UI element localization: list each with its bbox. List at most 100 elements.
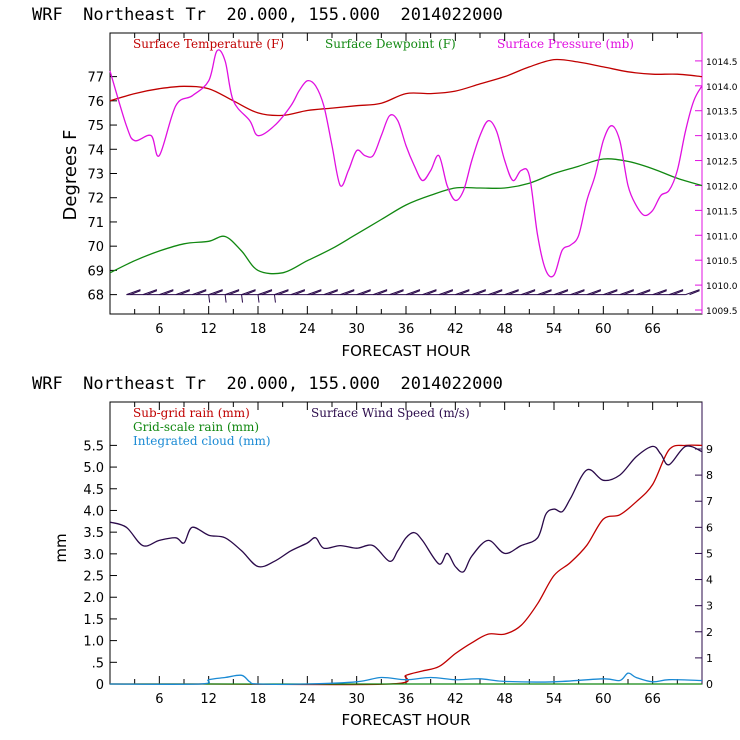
wind-barb-flag [142, 289, 158, 296]
chart2-ytick-label: 4.0 [83, 504, 104, 519]
wind-barb-flag [492, 290, 503, 296]
chart2-y2tick-label: 6 [706, 521, 713, 534]
wind-barb-flag [603, 289, 618, 296]
wind-barb [290, 289, 306, 296]
wind-barb-flag [574, 290, 585, 296]
wind-barb [356, 289, 371, 296]
wind-barb-flag [245, 290, 256, 296]
wind-barb [685, 289, 700, 296]
legend-surface-dewpoint: Surface Dewpoint (F) [325, 37, 456, 51]
wind-barb-flag [163, 290, 174, 296]
wind-barb [455, 289, 470, 296]
chart2-ytick-label: 1.5 [83, 613, 104, 628]
wind-barb [520, 289, 536, 296]
wind-barb-flag [257, 289, 273, 296]
wind-barb-flag [290, 289, 306, 296]
wind-barb-flag [327, 290, 338, 296]
legend-surface-wind-speed: Surface Wind Speed (m/s) [311, 406, 470, 420]
chart2-ytick-label: 4.5 [83, 483, 104, 498]
wind-barb-flag [175, 289, 190, 296]
legend-integrated-cloud: Integrated cloud (mm) [133, 434, 271, 448]
chart2-xtick-label: 36 [398, 692, 415, 707]
wind-barb-flag [192, 289, 207, 296]
wind-barb-flag [159, 289, 174, 296]
wind-barb-flag [356, 289, 371, 296]
chart1-xtick-label: 48 [496, 322, 513, 337]
chart1-ytick-label: 68 [87, 289, 104, 304]
wind-barb-flag [422, 289, 437, 296]
chart2-y2tick-label: 2 [706, 626, 713, 639]
wind-barb-flag [311, 290, 322, 296]
chart1-ytick-label: 73 [87, 168, 104, 183]
wind-barb [603, 289, 618, 296]
wind-barb-staff [208, 294, 211, 303]
wind-barb [208, 289, 223, 303]
chart1-ytick-label: 72 [87, 192, 104, 207]
wind-barb-flag [224, 289, 240, 296]
chart1-ytick-label: 76 [87, 95, 104, 110]
wind-barb-staff [257, 294, 260, 303]
chart1-ytick-label: 70 [87, 240, 104, 255]
wind-barb [553, 289, 569, 296]
chart2-xtick-label: 24 [299, 692, 316, 707]
wind-barb [192, 289, 207, 296]
chart1-xtick-label: 12 [200, 322, 217, 337]
chart2-xtick-label: 60 [595, 692, 612, 707]
wind-barb-flag [228, 290, 240, 296]
wind-barb-flag [389, 289, 404, 296]
legend-surface-temperature: Surface Temperature (F) [133, 37, 284, 51]
wind-barb [175, 289, 190, 296]
wind-barb-flag [146, 290, 158, 296]
chart2-ytick-label: 3.0 [83, 548, 104, 563]
chart1-ytick-label: 77 [87, 71, 104, 86]
chart2-xtick-label: 6 [155, 692, 163, 707]
chart2-series-sub-grid-rain-mm [109, 444, 703, 686]
chart1-xtick-label: 18 [250, 322, 267, 337]
wind-barb-flag [405, 289, 421, 296]
chart2-ytick-label: 3.5 [83, 526, 104, 541]
wind-barb-flag [640, 290, 651, 296]
chart2-xtick-label: 66 [644, 692, 661, 707]
wind-barb [273, 289, 289, 303]
chart2-ytick-label: 2.0 [83, 591, 104, 606]
wind-barb [652, 289, 667, 296]
wind-barb [570, 289, 585, 296]
wind-barb-flag [619, 289, 634, 296]
wind-barb-flag [586, 289, 602, 296]
legend-subgrid-rain: Sub-grid rain (mm) [133, 406, 250, 420]
wind-barb-flag [179, 290, 190, 296]
wind-barb-flag [537, 289, 552, 296]
legend-surface-pressure: Surface Pressure (mb) [497, 37, 634, 51]
chart2-xlabel: FORECAST HOUR [341, 711, 470, 729]
chart2-ytick-label: 0 [96, 678, 104, 693]
wind-barb-flag [459, 290, 470, 296]
chart1-series-surface-dewpoint-f [109, 158, 703, 275]
chart2-y2tick-label: 3 [706, 600, 713, 613]
wind-barb-flag [126, 289, 141, 296]
chart1-series-surface-temperature-f [109, 58, 703, 117]
chart1-y2tick-label: 1014.5 [706, 58, 738, 68]
wind-barb [586, 289, 602, 296]
wind-barb-flag [689, 290, 700, 296]
chart1-xtick-label: 54 [546, 322, 563, 337]
wind-barb-flag [685, 289, 700, 296]
wind-barb-flag [557, 290, 569, 296]
chart1-frame [109, 32, 703, 315]
chart1-y2tick-label: 1013.5 [706, 108, 738, 118]
chart2-y2tick-label: 7 [706, 495, 713, 508]
wind-barb [159, 289, 174, 296]
wind-barb-flag [307, 289, 322, 296]
wind-barb [142, 289, 158, 296]
wind-barb-flag [656, 290, 667, 296]
wind-barb-staff [241, 294, 244, 303]
chart2-y2tick-label: 4 [706, 574, 713, 587]
chart2-series-surface-wind-speed-m-s [109, 445, 703, 573]
wind-barb-flag [590, 290, 602, 296]
wind-barb-flag [393, 290, 404, 296]
chart2-xtick-label: 30 [348, 692, 365, 707]
chart1-ylabel: Degrees F [60, 130, 81, 221]
wind-barb [504, 289, 519, 296]
chart2-y2tick-label: 9 [706, 443, 713, 456]
wind-barb [405, 289, 421, 296]
legend-gridscale-rain: Grid-scale rain (mm) [133, 420, 259, 434]
